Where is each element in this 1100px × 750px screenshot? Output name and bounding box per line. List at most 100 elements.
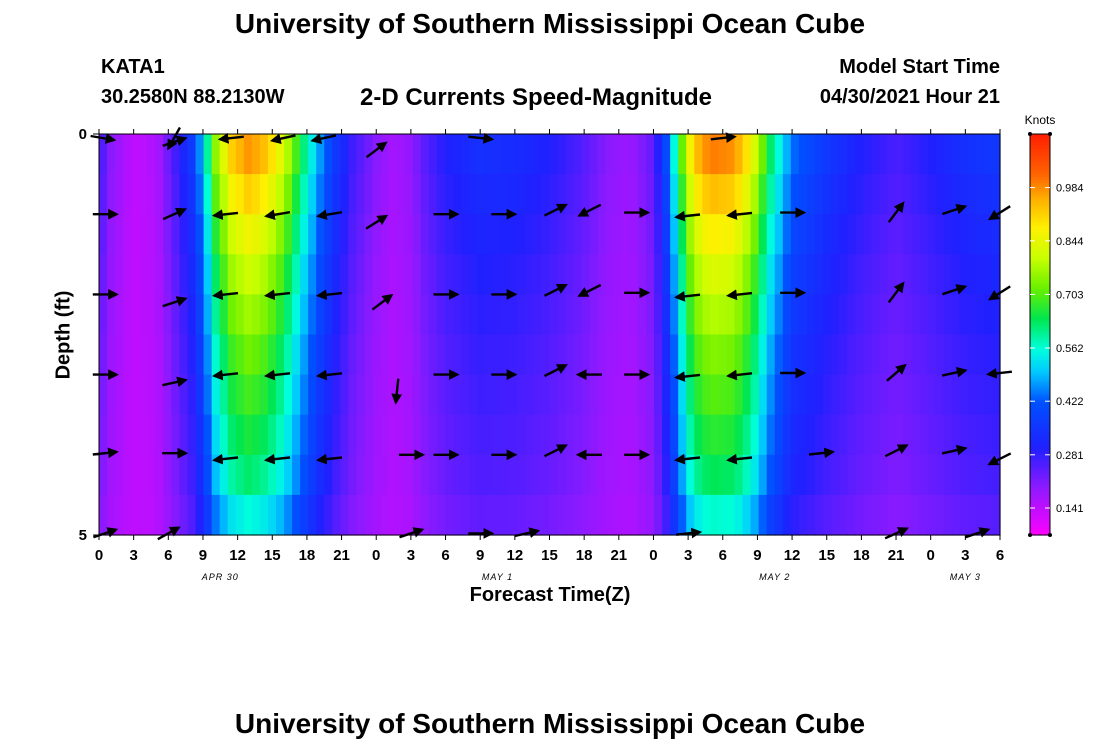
- heat-cell: [951, 214, 961, 255]
- heat-cell: [605, 294, 615, 336]
- heat-cell: [919, 254, 929, 295]
- heat-cell: [396, 254, 406, 295]
- heat-cell: [380, 414, 390, 456]
- heat-cell: [919, 494, 929, 536]
- heat-cell: [702, 334, 711, 376]
- heat-cell: [123, 334, 132, 376]
- x-tick-label: 18: [576, 547, 593, 564]
- heat-cell: [806, 414, 816, 456]
- heat-cell: [903, 494, 913, 536]
- heat-cell: [356, 454, 366, 496]
- heat-cell: [557, 294, 567, 336]
- heat-cell: [774, 494, 784, 536]
- heat-cell: [219, 454, 229, 496]
- current-vector: [942, 284, 968, 296]
- heat-cell: [871, 374, 880, 416]
- heat-cell: [678, 494, 687, 536]
- heat-cell: [444, 374, 454, 416]
- heat-cell: [420, 454, 430, 496]
- colorbar-segment: [1030, 206, 1050, 210]
- heat-cell: [147, 454, 156, 496]
- heat-cell: [195, 334, 205, 376]
- colorbar-segment: [1030, 344, 1050, 348]
- heat-cell: [517, 134, 526, 175]
- heat-cell: [219, 134, 229, 175]
- heat-cell: [477, 454, 486, 496]
- colorbar-segment: [1030, 289, 1050, 293]
- x-tick-label: 0: [649, 547, 657, 564]
- heat-cell: [839, 374, 848, 416]
- colorbar-segment: [1030, 201, 1050, 205]
- heat-cell: [710, 334, 720, 376]
- heat-cell: [742, 494, 752, 536]
- heat-cell: [565, 334, 575, 376]
- heat-cell: [903, 174, 913, 215]
- heat-cell: [428, 494, 438, 536]
- colorbar-segment: [1030, 176, 1050, 180]
- heat-cell: [654, 214, 663, 255]
- heat-cell: [461, 494, 470, 536]
- colorbar-segment: [1030, 442, 1050, 446]
- heat-cell: [855, 454, 864, 496]
- x-tick-label: 21: [333, 547, 350, 564]
- heat-cell: [573, 494, 583, 536]
- heat-cell: [219, 414, 229, 456]
- heat-cell: [863, 134, 872, 175]
- heat-cell: [774, 134, 784, 175]
- heat-cell: [895, 214, 905, 255]
- current-vector: [162, 296, 188, 308]
- heat-cell: [380, 494, 390, 536]
- heat-cell: [855, 294, 864, 336]
- colorbar-segment: [1030, 279, 1050, 283]
- heat-cell: [195, 374, 205, 416]
- heat-cell: [332, 254, 341, 295]
- heat-cell: [388, 214, 398, 255]
- heat-cell: [573, 294, 583, 336]
- heat-cell: [396, 294, 406, 336]
- heat-cell: [903, 294, 913, 336]
- colorbar-corner: [1048, 132, 1052, 136]
- current-vector: [399, 527, 425, 539]
- colorbar-segment: [1030, 359, 1050, 363]
- heat-cell: [654, 374, 663, 416]
- heat-cell: [485, 134, 494, 175]
- heat-cell: [99, 414, 108, 456]
- colorbar-segment: [1030, 467, 1050, 471]
- colorbar-segment: [1030, 489, 1050, 493]
- station-coordinates: 30.2580N 88.2130W: [101, 86, 285, 108]
- heat-cell: [131, 214, 140, 255]
- heat-cell: [316, 294, 325, 336]
- heat-cell: [324, 174, 333, 215]
- heat-cell: [300, 494, 309, 536]
- current-vector: [941, 367, 968, 378]
- heat-cell: [903, 334, 913, 376]
- heat-cell: [348, 374, 358, 416]
- heat-cell: [637, 214, 647, 255]
- heat-cell: [581, 294, 591, 336]
- heat-cell: [621, 414, 631, 456]
- colorbar-segment: [1030, 519, 1050, 524]
- heat-cell: [123, 454, 132, 496]
- heat-cell: [444, 214, 454, 255]
- heat-cell: [814, 174, 824, 215]
- heat-cell: [171, 254, 181, 295]
- heat-cell: [798, 294, 808, 336]
- heat-cell: [187, 214, 197, 255]
- heat-cell: [533, 414, 543, 456]
- heat-cell: [967, 254, 977, 295]
- heat-cell: [621, 294, 631, 336]
- colorbar-segment: [1030, 311, 1050, 316]
- heat-cell: [774, 414, 784, 456]
- heat-cell: [340, 494, 349, 536]
- heat-cell: [372, 134, 382, 175]
- heat-cell: [324, 494, 333, 536]
- heat-cell: [147, 494, 156, 536]
- heat-cell: [324, 414, 333, 456]
- heat-cell: [147, 214, 156, 255]
- heat-cell: [694, 334, 703, 376]
- colorbar-segment: [1030, 517, 1050, 521]
- heat-cell: [115, 374, 124, 416]
- current-vector: [211, 369, 239, 381]
- heat-cell: [766, 374, 776, 416]
- colorbar-segment: [1030, 399, 1050, 403]
